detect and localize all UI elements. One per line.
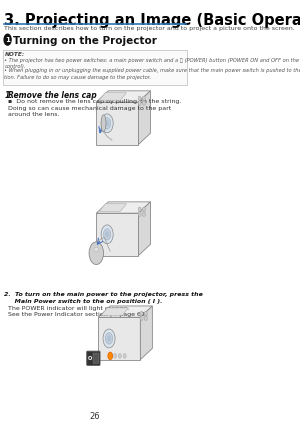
Circle shape [138,101,141,105]
Circle shape [4,34,11,45]
Polygon shape [96,202,151,213]
Circle shape [103,229,111,240]
Text: The POWER indicator will light orange.: The POWER indicator will light orange. [8,306,129,311]
Circle shape [108,352,113,360]
Polygon shape [99,93,126,100]
Polygon shape [96,213,138,255]
Polygon shape [98,306,152,317]
Circle shape [140,311,143,316]
Polygon shape [96,102,138,145]
Circle shape [142,101,146,105]
Text: 1: 1 [5,37,10,43]
Circle shape [140,316,143,321]
FancyBboxPatch shape [3,49,187,85]
Text: • The projector has two power switches: a main power switch and a Ⓢ (POWER) butt: • The projector has two power switches: … [4,58,300,69]
Circle shape [142,207,146,212]
Circle shape [123,354,126,358]
Text: 26: 26 [90,412,101,421]
Circle shape [142,212,146,217]
Circle shape [138,212,141,217]
Circle shape [101,114,113,133]
Circle shape [103,118,111,129]
Circle shape [103,329,115,348]
Text: See the Power Indicator section (→ page 62): See the Power Indicator section (→ page … [8,312,148,317]
Circle shape [142,96,146,101]
Text: 2.  To turn on the main power to the projector, press the
     Main Power switch: 2. To turn on the main power to the proj… [4,292,203,304]
Circle shape [144,316,147,321]
Circle shape [89,242,103,264]
Text: ▪  Do not remove the lens cap by pulling on the string.
Doing so can cause mecha: ▪ Do not remove the lens cap by pulling … [8,99,181,117]
Polygon shape [99,204,126,211]
Polygon shape [138,202,151,255]
Ellipse shape [94,247,99,252]
Polygon shape [101,308,128,316]
Text: Turning on the Projector: Turning on the Projector [13,36,157,46]
Polygon shape [138,91,151,145]
Polygon shape [96,91,151,102]
Text: • When plugging in or unplugging the supplied power cable, make sure that the ma: • When plugging in or unplugging the sup… [4,69,300,80]
FancyBboxPatch shape [93,353,98,363]
Text: 3. Projecting an Image (Basic Operation): 3. Projecting an Image (Basic Operation) [4,13,300,28]
Polygon shape [140,306,152,360]
Text: 1.: 1. [4,91,13,100]
FancyBboxPatch shape [87,351,100,365]
Ellipse shape [101,115,106,132]
Circle shape [105,333,113,344]
Circle shape [118,354,122,358]
Circle shape [105,121,109,126]
Circle shape [114,354,117,358]
Circle shape [105,231,109,237]
Circle shape [107,335,111,341]
Text: O: O [88,356,93,361]
Polygon shape [98,317,140,360]
Text: This section describes how to turn on the projector and to project a picture ont: This section describes how to turn on th… [4,26,295,31]
Text: NOTE:: NOTE: [4,52,25,57]
Circle shape [144,311,147,316]
Circle shape [138,96,141,101]
Text: I: I [95,356,97,361]
Text: Remove the lens cap: Remove the lens cap [8,91,97,100]
Circle shape [138,207,141,212]
Circle shape [101,225,113,244]
